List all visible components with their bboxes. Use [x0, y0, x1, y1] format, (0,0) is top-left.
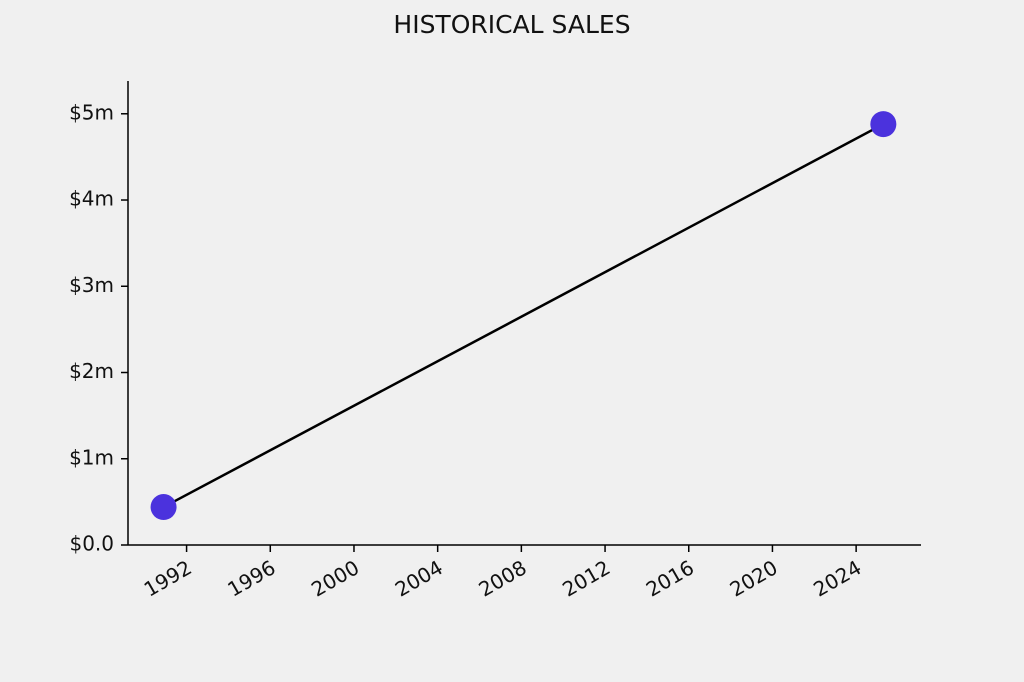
y-tick-label: $5m	[69, 100, 114, 124]
y-tick-label: $2m	[69, 359, 114, 383]
x-tick-label: 2012	[558, 555, 614, 601]
x-tick-label: 1992	[140, 555, 196, 601]
marker	[150, 494, 177, 521]
x-tick-label: 2016	[642, 555, 698, 601]
x-tick-label: 2008	[475, 555, 531, 601]
y-tick-label: $0.0	[69, 532, 114, 556]
x-tick-label: 1996	[223, 555, 279, 601]
y-tick-label: $1m	[69, 445, 114, 469]
chart-title: HISTORICAL SALES	[393, 10, 630, 39]
x-tick-label: 2004	[391, 555, 447, 601]
line	[162, 123, 884, 509]
x-tick-label: 2000	[307, 555, 363, 601]
y-tick-label: $4m	[69, 187, 114, 211]
marker	[870, 111, 897, 138]
y-tick-label: $3m	[69, 273, 114, 297]
x-tick-label: 2020	[726, 555, 782, 601]
x-tick-label: 2024	[809, 555, 865, 601]
